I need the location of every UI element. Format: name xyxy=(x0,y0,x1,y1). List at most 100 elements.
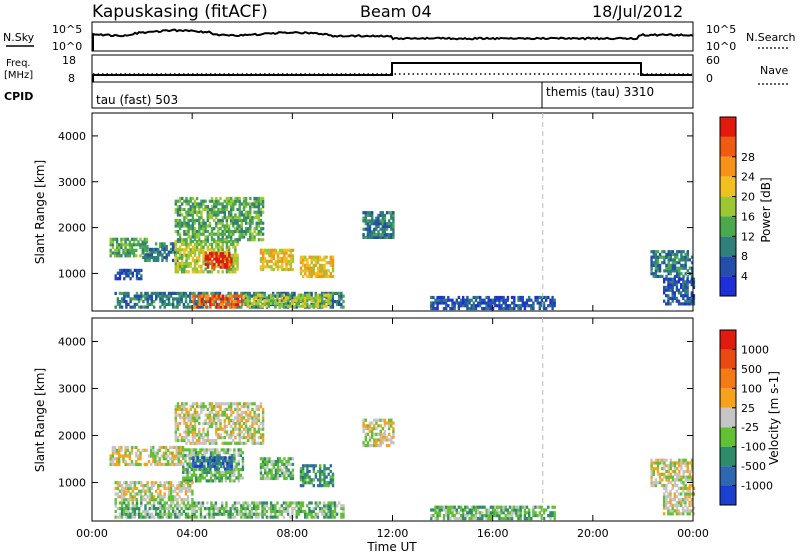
velocity-cell xyxy=(250,512,254,516)
power-cell xyxy=(308,293,311,297)
power-cell xyxy=(259,251,263,255)
power-echo-region xyxy=(430,295,556,311)
power-cell xyxy=(161,300,164,304)
velocity-cell xyxy=(675,503,679,507)
velocity-cell xyxy=(159,515,162,519)
power-cell xyxy=(236,221,239,225)
power-cell xyxy=(196,305,199,309)
velocity-cell xyxy=(186,484,190,488)
power-cell xyxy=(217,240,220,244)
power-cell xyxy=(181,196,184,201)
power-cell xyxy=(189,294,192,298)
power-cell xyxy=(198,202,201,206)
velocity-cell xyxy=(179,460,183,464)
power-cell xyxy=(299,293,303,297)
velocity-cell xyxy=(342,515,345,519)
velocity-colorbar-tick-label: 25 xyxy=(741,402,755,415)
velocity-colorbar-tick-label: 1000 xyxy=(741,343,769,356)
velocity-cell xyxy=(123,492,126,496)
velocity-cell xyxy=(221,512,224,516)
velocity-cell xyxy=(381,432,384,436)
power-cell xyxy=(138,300,141,304)
velocity-cell xyxy=(287,457,290,461)
power-cell xyxy=(148,256,151,260)
power-cell xyxy=(213,251,216,256)
velocity-cell xyxy=(327,501,330,505)
velocity-cell xyxy=(185,427,188,431)
power-cell xyxy=(202,245,205,249)
velocity-cell xyxy=(261,474,265,478)
power-cell xyxy=(521,301,524,305)
velocity-cell xyxy=(163,501,166,505)
velocity-cell xyxy=(236,441,239,445)
velocity-cell xyxy=(669,472,672,476)
velocity-cell xyxy=(682,475,685,479)
velocity-cell xyxy=(233,456,236,460)
power-cell xyxy=(161,247,164,251)
power-cell xyxy=(152,256,156,260)
power-cell xyxy=(383,235,387,239)
velocity-cell xyxy=(430,516,433,521)
power-cell xyxy=(686,291,689,295)
power-cell xyxy=(211,260,214,264)
velocity-cell xyxy=(227,421,231,426)
power-cell xyxy=(210,235,214,239)
velocity-cell xyxy=(202,407,205,411)
velocity-cell xyxy=(538,511,541,515)
power-cell xyxy=(253,199,256,203)
power-cell xyxy=(517,304,520,308)
power-cell xyxy=(213,265,216,269)
power-cell xyxy=(176,262,180,266)
power-cell xyxy=(145,248,149,252)
velocity-cell xyxy=(667,475,670,479)
velocity-cell xyxy=(690,461,694,465)
velocity-cell xyxy=(383,429,387,434)
power-cell xyxy=(198,259,201,263)
power-cell xyxy=(247,238,250,242)
velocity-cell xyxy=(199,512,203,516)
velocity-cell xyxy=(206,416,209,420)
velocity-cell xyxy=(226,451,230,455)
velocity-cell xyxy=(297,501,300,505)
velocity-cell xyxy=(210,419,214,423)
power-cell xyxy=(189,253,192,257)
velocity-cell xyxy=(194,464,197,468)
power-cell xyxy=(680,252,683,256)
velocity-cell xyxy=(157,484,160,488)
velocity-cell xyxy=(202,427,205,431)
power-cell xyxy=(291,301,294,305)
power-cell xyxy=(551,295,554,300)
power-cell xyxy=(329,293,332,297)
velocity-cell xyxy=(312,507,315,511)
velocity-cell xyxy=(233,473,236,477)
power-cell xyxy=(200,242,203,246)
power-cell xyxy=(109,251,112,255)
power-cell xyxy=(219,210,222,214)
power-cell xyxy=(198,216,201,220)
velocity-cell xyxy=(144,504,147,508)
velocity-cell xyxy=(210,515,213,519)
power-cell xyxy=(191,229,195,234)
power-cell xyxy=(202,262,205,266)
power-cell xyxy=(174,202,177,206)
power-cell xyxy=(198,205,201,209)
power-cell xyxy=(167,253,170,257)
velocity-ytick-label: 2000 xyxy=(58,429,86,442)
power-cell xyxy=(140,274,143,278)
velocity-cell xyxy=(252,504,256,508)
velocity-cell xyxy=(193,424,197,428)
velocity-cell xyxy=(189,416,192,420)
velocity-cell xyxy=(553,505,556,509)
power-cell xyxy=(368,219,372,223)
power-cell xyxy=(257,199,261,203)
power-cell xyxy=(658,263,662,267)
power-cell xyxy=(187,221,190,225)
power-cell xyxy=(432,304,435,308)
velocity-cell xyxy=(291,476,295,481)
velocity-cell xyxy=(231,515,234,519)
power-cell xyxy=(125,302,128,306)
power-cell xyxy=(208,221,212,225)
velocity-cell xyxy=(285,468,288,472)
velocity-cell xyxy=(259,421,263,426)
velocity-cell xyxy=(215,467,218,471)
